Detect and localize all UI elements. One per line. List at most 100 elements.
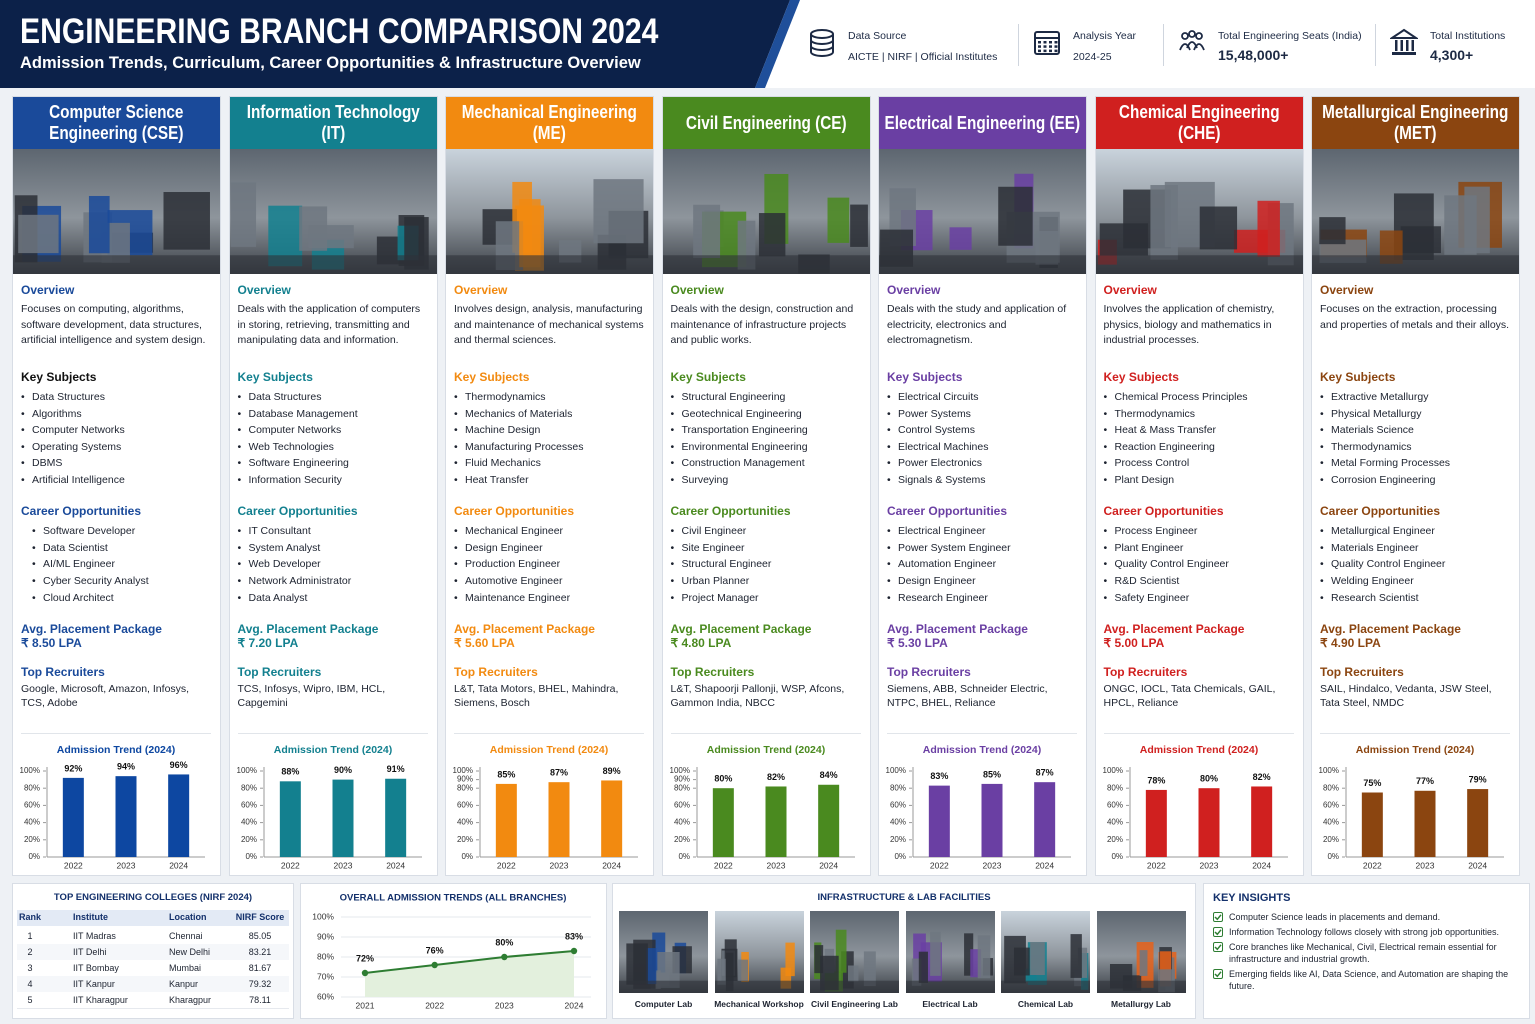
photo-shape <box>230 182 256 247</box>
y-tick-label: 80% <box>240 783 256 792</box>
y-tick-label: 60% <box>890 801 906 810</box>
subject-item: Operating Systems <box>21 441 121 453</box>
subject-item: Database Management <box>237 408 357 420</box>
photo-shape <box>780 967 791 989</box>
y-tick-label: 40% <box>24 818 40 827</box>
photo-shape <box>847 965 859 982</box>
divider <box>454 733 644 734</box>
x-tick-label: 2022 <box>1146 860 1165 870</box>
divider <box>887 733 1077 734</box>
branch-header: Chemical Engineering (CHE) <box>1095 97 1303 149</box>
recruiters-text: ONGC, IOCL, Tata Chemicals, GAIL, HPCL, … <box>1103 683 1276 709</box>
value-label: 77% <box>1416 776 1434 786</box>
section-heading: Top Recruiters <box>1103 665 1188 679</box>
branch-card: Electrical Engineering (EE) Overview Deals… <box>878 96 1087 876</box>
career-item: Materials Engineer <box>1320 542 1418 554</box>
subject-item: Thermodynamics <box>1104 408 1195 420</box>
career-item: Quality Control Engineer <box>1320 558 1445 570</box>
section-heading: Overview <box>1320 283 1374 297</box>
y-tick-label: 60% <box>1106 801 1122 810</box>
career-item: Maintenance Engineer <box>454 592 570 604</box>
section-heading: Career Opportunities <box>21 504 142 518</box>
photo-floor <box>879 255 1086 274</box>
bar <box>1145 789 1167 857</box>
x-tick-label: 2023 <box>1416 860 1435 870</box>
line <box>364 950 575 974</box>
value-label: 91% <box>386 764 404 774</box>
photo-floor <box>446 255 653 274</box>
photo-shape <box>163 192 210 250</box>
y-tick-label: 100% <box>236 766 256 775</box>
table-cell: IIT Delhi <box>73 947 107 957</box>
y-tick-label: 100% <box>886 766 906 775</box>
overview-text: Deals with the study and application of … <box>887 303 1067 346</box>
subject-item: Process Control <box>1104 457 1190 469</box>
table-cell: Kharagpur <box>169 995 212 1005</box>
photo-floor <box>662 255 870 274</box>
x-tick-label: 2023 <box>550 860 569 870</box>
stat-icon <box>1179 30 1205 51</box>
bar <box>765 786 786 857</box>
photo <box>619 911 708 993</box>
photo-shape <box>758 213 785 257</box>
y-tick-label: 90% <box>673 775 689 784</box>
y-tick-label: 60% <box>240 801 256 810</box>
header-accent <box>755 0 800 88</box>
icon <box>1392 52 1416 55</box>
table-cell: 81.67 <box>248 963 272 973</box>
separator <box>1375 24 1376 66</box>
insight-row: Emerging fields like AI, Data Science, a… <box>1213 968 1523 992</box>
icon <box>1038 45 1041 48</box>
value-label: 89% <box>603 766 621 776</box>
branch-name: Chemical Engineering (CHE) <box>1118 102 1280 143</box>
photo-shape <box>737 959 748 982</box>
icon <box>1411 40 1414 51</box>
recruiters-text: Siemens, ABB, Schneider Electric, NTPC, … <box>887 683 1048 709</box>
bar <box>168 774 190 857</box>
x-tick-label: 2022 <box>425 1000 444 1010</box>
career-item: Electrical Engineer <box>887 525 985 537</box>
y-tick-label: 80% <box>890 783 906 792</box>
photo <box>879 149 1086 274</box>
photo-shape <box>911 958 921 986</box>
section-heading: Top Recruiters <box>670 665 755 679</box>
y-tick-label: 90% <box>457 775 473 784</box>
photo-shape <box>977 935 990 979</box>
subject-item: Physical Metallurgy <box>1320 408 1422 420</box>
icon <box>1054 45 1058 48</box>
subject-item: Plant Design <box>1104 474 1174 486</box>
subject-item: Extractive Metallurgy <box>1320 391 1429 403</box>
y-tick-label: 80% <box>24 783 40 792</box>
bar <box>1467 789 1489 857</box>
title-wrap: ENGINEERING BRANCH COMPARISON 2024 <box>20 12 708 52</box>
insight-row: Core branches like Mechanical, Civil, El… <box>1213 941 1523 965</box>
photo <box>229 149 437 274</box>
section-heading: Key Subjects <box>21 370 97 384</box>
branch-card: Civil Engineering (CE) Overview Deals with… <box>661 96 871 876</box>
table-cell: IIT Bombay <box>73 963 119 973</box>
infra-title: INFRASTRUCTURE & LAB FACILITIES <box>817 892 991 903</box>
bar <box>384 778 406 857</box>
admission-chart: Admission Trend (2024)0%20%40%60%80%90%1… <box>669 744 855 870</box>
branch-header: Information Technology (IT) <box>229 97 437 149</box>
table-cell: 83.21 <box>248 947 272 957</box>
bar <box>712 788 734 857</box>
photo-shape <box>827 197 849 243</box>
subject-item: Control Systems <box>887 424 975 436</box>
lab-label: Electrical Lab <box>922 999 978 1009</box>
photo-shape <box>814 945 824 974</box>
y-tick-label: 90% <box>317 931 334 941</box>
photo <box>13 149 220 274</box>
section-heading: Top Recruiters <box>237 665 322 679</box>
branch-header: Civil Engineering (CE) <box>662 97 870 149</box>
y-tick-label: 40% <box>457 818 473 827</box>
y-tick-label: 80% <box>457 783 473 792</box>
x-tick-label: 2024 <box>169 860 188 870</box>
subject-item: Heat Transfer <box>454 474 529 486</box>
photo <box>905 911 995 993</box>
photo-shape <box>863 951 876 987</box>
bar <box>495 783 517 857</box>
overview-text: Focuses on computing, algorithms, softwa… <box>21 303 206 346</box>
photo-shape <box>1030 942 1045 976</box>
career-item: Cloud Architect <box>32 592 114 604</box>
